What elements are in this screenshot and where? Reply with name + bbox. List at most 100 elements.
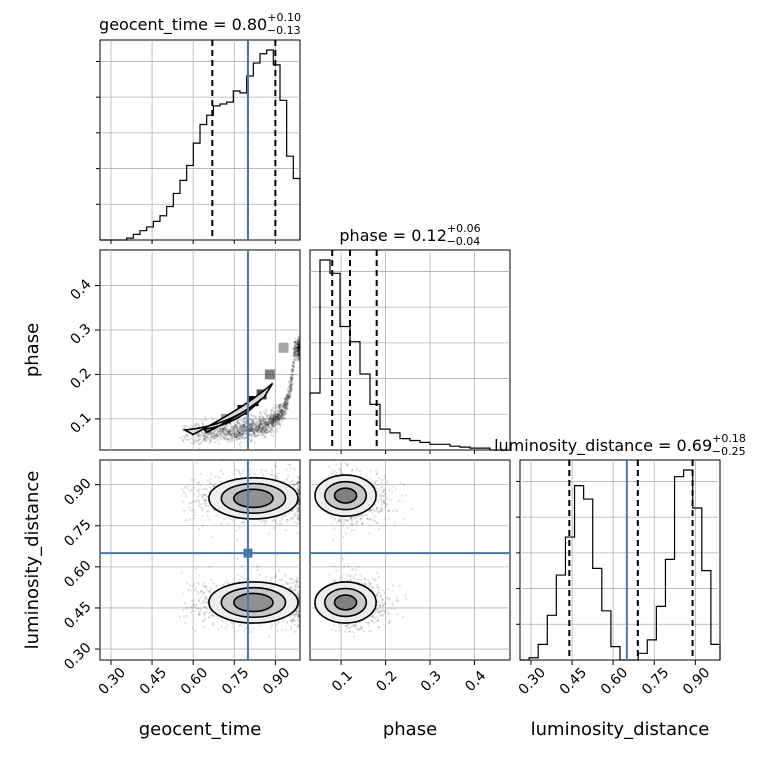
sample-point xyxy=(254,427,257,430)
sample-point xyxy=(285,407,288,410)
sample-point xyxy=(274,405,277,408)
sample-point xyxy=(285,393,288,396)
sample-point xyxy=(195,462,198,465)
sample-point xyxy=(365,517,368,520)
sample-point xyxy=(219,428,222,431)
sample-point xyxy=(255,425,259,428)
sample-point xyxy=(251,420,254,423)
sample-point xyxy=(265,423,268,426)
sample-point xyxy=(285,402,288,405)
sample-point xyxy=(244,433,247,436)
sample-point xyxy=(344,532,347,535)
sample-point xyxy=(182,490,185,493)
sample-point xyxy=(201,422,205,425)
sample-point xyxy=(254,429,257,432)
sample-point xyxy=(291,377,294,380)
sample-point xyxy=(274,417,277,421)
sample-point xyxy=(356,578,359,581)
sample-point xyxy=(231,431,234,434)
sample-point xyxy=(238,432,241,435)
sample-point xyxy=(255,426,258,429)
sample-point xyxy=(284,581,287,584)
sample-point xyxy=(192,441,195,444)
sample-point xyxy=(258,424,262,427)
sample-point xyxy=(193,442,196,445)
sample-point xyxy=(279,406,282,409)
sample-point xyxy=(249,440,252,443)
sample-point xyxy=(296,357,299,360)
sample-point xyxy=(377,585,380,588)
sample-point xyxy=(243,430,246,433)
sample-point xyxy=(293,340,297,343)
sample-point xyxy=(259,423,262,426)
sample-point xyxy=(241,429,244,432)
sample-point xyxy=(381,491,384,494)
sample-point xyxy=(264,412,267,415)
sample-point xyxy=(371,509,375,512)
sample-point xyxy=(212,436,215,440)
sample-point xyxy=(242,420,245,423)
sample-point xyxy=(228,430,231,433)
sample-point xyxy=(203,599,206,602)
sample-point xyxy=(203,613,206,616)
sample-point xyxy=(271,428,274,431)
sample-point xyxy=(272,424,275,427)
sample-point xyxy=(201,594,205,597)
sample-point xyxy=(219,429,222,432)
sample-point xyxy=(206,433,209,436)
sample-point xyxy=(249,430,252,433)
sample-point xyxy=(249,630,253,634)
sample-point xyxy=(286,394,289,398)
sample-point xyxy=(226,432,229,435)
sample-point xyxy=(338,472,342,475)
sample-point xyxy=(377,575,380,578)
sample-point xyxy=(197,433,201,436)
sample-point xyxy=(297,513,300,517)
sample-point xyxy=(250,428,253,431)
sample-point xyxy=(293,351,296,354)
sample-point xyxy=(285,395,289,399)
sample-point xyxy=(292,360,295,363)
sample-point xyxy=(197,501,200,504)
sample-point xyxy=(198,488,201,491)
sample-point xyxy=(205,588,208,591)
sample-point xyxy=(295,357,298,360)
sample-point xyxy=(271,422,274,425)
sample-point xyxy=(383,591,386,595)
sample-point xyxy=(280,578,283,581)
sample-point xyxy=(265,429,268,432)
sample-point xyxy=(185,438,189,441)
sample-point xyxy=(293,358,296,361)
sample-point xyxy=(224,428,227,431)
sample-point xyxy=(270,425,273,429)
sample-point xyxy=(385,481,389,484)
sample-point xyxy=(285,628,288,631)
sample-point xyxy=(293,630,296,633)
sample-point xyxy=(269,580,273,583)
sample-point xyxy=(330,469,333,472)
sample-point xyxy=(194,567,198,570)
sample-point xyxy=(276,415,279,418)
sample-point xyxy=(266,423,269,426)
sample-point xyxy=(232,426,235,429)
sample-point xyxy=(375,472,378,475)
sample-point xyxy=(241,625,244,628)
sample-point xyxy=(236,430,239,433)
sample-point xyxy=(196,590,199,593)
sample-point xyxy=(279,403,282,406)
sample-point xyxy=(281,515,284,518)
sample-point xyxy=(231,432,234,435)
sample-point xyxy=(284,404,288,407)
sample-point xyxy=(201,488,204,491)
sample-point xyxy=(242,431,245,434)
sample-point xyxy=(260,429,263,432)
sample-point xyxy=(273,416,276,419)
sample-point xyxy=(287,391,290,394)
sample-point xyxy=(282,402,285,405)
sample-point xyxy=(263,435,266,438)
sample-point xyxy=(263,417,267,420)
sample-point xyxy=(220,625,223,628)
sample-point xyxy=(210,432,213,435)
sample-point xyxy=(197,438,200,441)
sample-point xyxy=(221,428,224,431)
